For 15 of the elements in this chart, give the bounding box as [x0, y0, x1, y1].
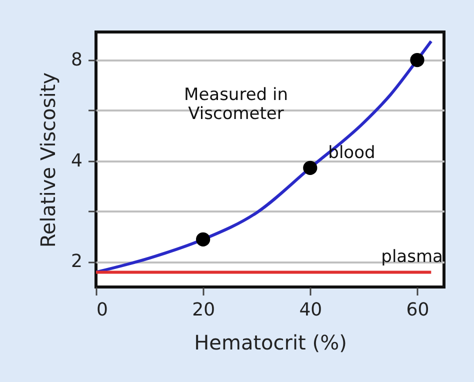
- y-tick-label: 8: [71, 50, 82, 71]
- series-label: blood: [328, 142, 376, 163]
- series-label: plasma: [381, 247, 443, 268]
- y-tick-label: 4: [71, 150, 82, 172]
- x-tick-label: 20: [192, 300, 216, 320]
- point: [196, 232, 210, 246]
- x-tick-label: 60: [406, 300, 430, 320]
- x-tick-label: 40: [299, 300, 322, 320]
- annotation: Measured in Viscometer: [184, 85, 288, 124]
- x-axis-title: Hematocrit (%): [194, 330, 347, 354]
- x-tick-label: 0: [96, 300, 108, 320]
- y-axis-title: Relative Viscosity: [36, 72, 60, 248]
- point: [303, 160, 318, 175]
- point: [410, 52, 424, 68]
- y-tick-label: 2: [71, 251, 82, 272]
